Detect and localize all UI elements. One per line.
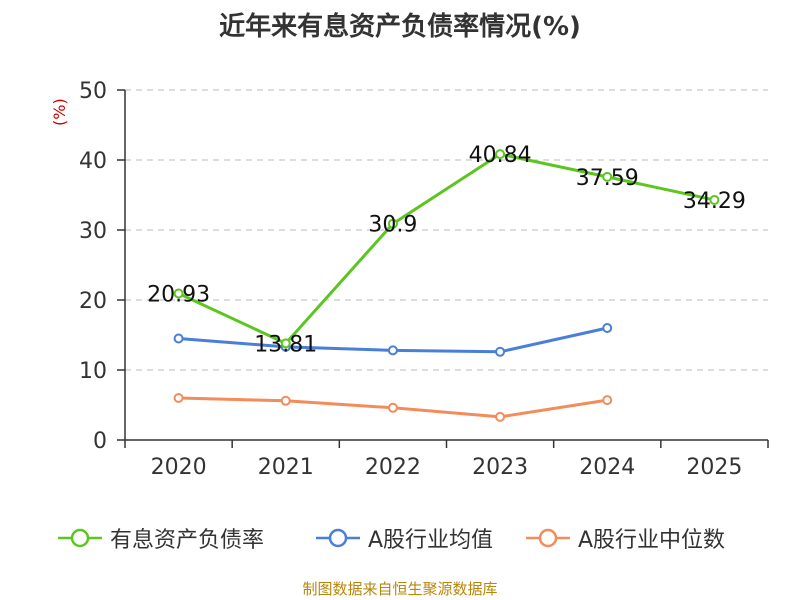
data-label: 34.29 [683,189,746,214]
legend-line-circle-icon [526,528,570,548]
data-label: 30.9 [368,213,417,238]
data-label: 13.81 [254,332,317,357]
data-label: 20.93 [147,282,210,307]
data-point-debt-ratio [280,338,291,349]
y-tick-label: 20 [79,289,107,314]
data-label: 40.84 [469,143,532,168]
chart-title: 近年来有息资产负债率情况(%) [219,12,581,42]
x-tick-label: 2021 [258,455,314,480]
y-tick-label: 30 [79,219,107,244]
x-tick-label: 2023 [472,455,528,480]
x-tick-label: 2020 [151,455,207,480]
data-point-industry-median [495,411,506,422]
data-point-debt-ratio [387,218,398,229]
data-point-industry-mean [173,333,184,344]
data-point-debt-ratio [709,194,720,205]
data-point-debt-ratio [495,149,506,160]
x-tick-label: 2024 [579,455,635,480]
x-tick-label: 2025 [686,455,742,480]
legend-label-industry-mean: A股行业均值 [368,528,494,553]
data-point-industry-median [280,395,291,406]
legend-line-circle-icon [316,528,360,548]
data-point-debt-ratio [173,288,184,299]
legend-label-debt-ratio: 有息资产负债率 [110,528,265,553]
y-tick-label: 10 [79,359,107,384]
data-point-industry-median [602,395,613,406]
series-line-debt-ratio [177,152,715,345]
data-point-debt-ratio [602,171,613,182]
legend: 有息资产负债率 A股行业均值 A股行业中位数 [0,520,800,556]
x-tick-label: 2022 [365,455,421,480]
legend-line-circle-icon [58,528,102,548]
legend-item-industry-mean[interactable]: A股行业均值 [316,520,493,556]
legend-item-debt-ratio[interactable]: 有息资产负债率 [58,520,264,556]
data-source-note: 制图数据来自恒生聚源数据库 [302,580,498,598]
data-label: 37.59 [576,166,639,191]
data-point-industry-mean [495,346,506,357]
legend-item-industry-median[interactable]: A股行业中位数 [526,520,725,556]
y-tick-label: 50 [79,79,107,104]
y-tick-label: 0 [93,429,107,454]
y-tick-label: 40 [79,149,107,174]
line-chart: 0 10 20 30 40 50 2020 2021 2022 2023 2024 2025 20.93… [79,79,769,480]
data-point-industry-median [173,393,184,403]
data-point-industry-mean [387,345,398,356]
data-point-industry-mean [602,323,613,333]
legend-label-industry-median: A股行业中位数 [578,528,726,553]
data-point-industry-median [387,402,398,413]
